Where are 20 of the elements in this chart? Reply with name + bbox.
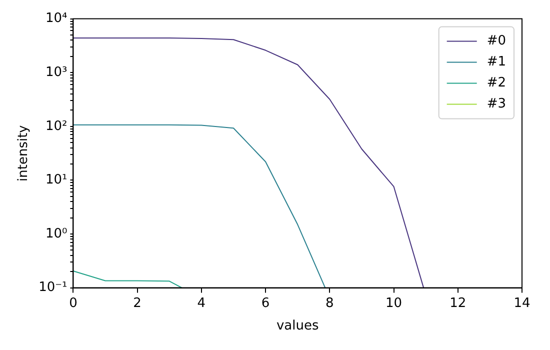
x-tick-label: 6: [261, 296, 270, 311]
y-axis-title: intensity: [16, 124, 32, 182]
legend-label: #2: [486, 76, 506, 91]
x-tick-label: 14: [514, 296, 530, 311]
legend-label: #3: [486, 96, 506, 112]
legend-label: #0: [486, 34, 506, 49]
x-tick-label: 12: [450, 296, 466, 311]
y-tick-label: 10⁰: [45, 226, 68, 242]
y-tick-label: 10⁻¹: [38, 280, 68, 296]
y-tick-label: 10²: [45, 118, 68, 134]
y-tick-label: 10¹: [45, 172, 68, 188]
x-tick-label: 10: [386, 296, 402, 311]
y-tick-label: 10³: [45, 64, 68, 80]
x-tick-label: 0: [69, 296, 78, 311]
x-tick-label: 4: [197, 296, 206, 311]
x-tick-label: 2: [133, 296, 142, 311]
x-axis-title: values: [276, 318, 319, 334]
x-tick-label: 8: [326, 296, 334, 311]
legend-label: #1: [486, 54, 506, 70]
y-tick-label: 10⁴: [45, 11, 68, 26]
